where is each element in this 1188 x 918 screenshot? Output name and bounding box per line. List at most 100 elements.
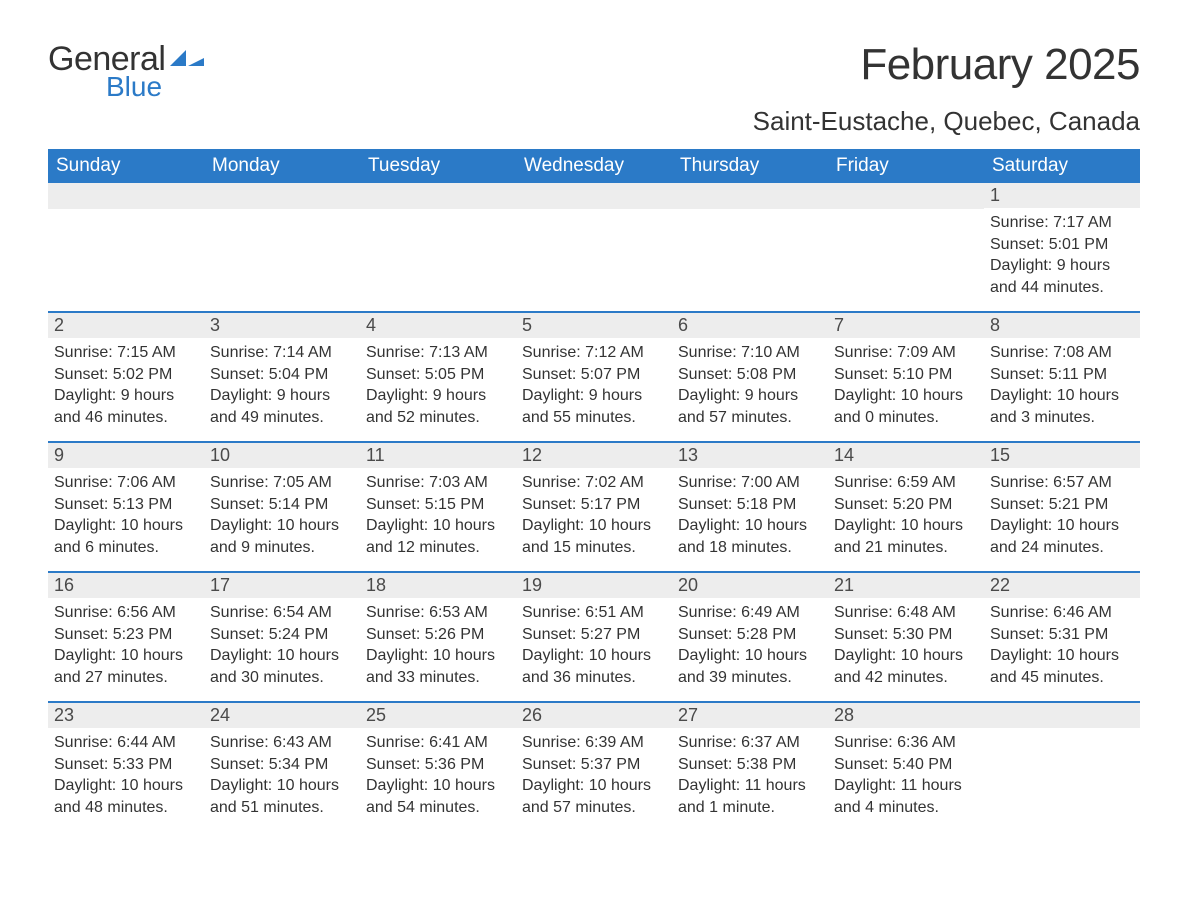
day-cell: 3Sunrise: 7:14 AMSunset: 5:04 PMDaylight…: [204, 313, 360, 441]
day-number: 24: [204, 703, 360, 728]
day-number: 28: [828, 703, 984, 728]
week-row: 16Sunrise: 6:56 AMSunset: 5:23 PMDayligh…: [48, 571, 1140, 701]
day-content: Sunrise: 7:17 AMSunset: 5:01 PMDaylight:…: [984, 208, 1140, 306]
day-content: Sunrise: 7:09 AMSunset: 5:10 PMDaylight:…: [828, 338, 984, 436]
day-content: Sunrise: 7:13 AMSunset: 5:05 PMDaylight:…: [360, 338, 516, 436]
blank-cell: [48, 183, 204, 311]
blank-daynum-bar: [516, 183, 672, 209]
sunset-line: Sunset: 5:13 PM: [54, 494, 198, 516]
day-number: 22: [984, 573, 1140, 598]
day-content: Sunrise: 7:08 AMSunset: 5:11 PMDaylight:…: [984, 338, 1140, 436]
weekday-header: Sunday: [48, 149, 204, 183]
day-number: 13: [672, 443, 828, 468]
blank-cell: [516, 183, 672, 311]
title-block: February 2025 Saint-Eustache, Quebec, Ca…: [753, 40, 1140, 143]
sunrise-line: Sunrise: 6:56 AM: [54, 602, 198, 624]
week-row: 23Sunrise: 6:44 AMSunset: 5:33 PMDayligh…: [48, 701, 1140, 831]
daylight-line: Daylight: 10 hours and 33 minutes.: [366, 645, 510, 688]
day-cell: 28Sunrise: 6:36 AMSunset: 5:40 PMDayligh…: [828, 703, 984, 831]
daylight-line: Daylight: 10 hours and 54 minutes.: [366, 775, 510, 818]
day-cell: 18Sunrise: 6:53 AMSunset: 5:26 PMDayligh…: [360, 573, 516, 701]
sunset-line: Sunset: 5:05 PM: [366, 364, 510, 386]
sunrise-line: Sunrise: 6:53 AM: [366, 602, 510, 624]
sunset-line: Sunset: 5:04 PM: [210, 364, 354, 386]
sunset-line: Sunset: 5:08 PM: [678, 364, 822, 386]
sunset-line: Sunset: 5:37 PM: [522, 754, 666, 776]
daylight-line: Daylight: 9 hours and 52 minutes.: [366, 385, 510, 428]
sunrise-line: Sunrise: 6:46 AM: [990, 602, 1134, 624]
daylight-line: Daylight: 9 hours and 57 minutes.: [678, 385, 822, 428]
sunset-line: Sunset: 5:07 PM: [522, 364, 666, 386]
day-cell: 27Sunrise: 6:37 AMSunset: 5:38 PMDayligh…: [672, 703, 828, 831]
day-number: 26: [516, 703, 672, 728]
day-number: 3: [204, 313, 360, 338]
day-cell: 21Sunrise: 6:48 AMSunset: 5:30 PMDayligh…: [828, 573, 984, 701]
day-cell: 12Sunrise: 7:02 AMSunset: 5:17 PMDayligh…: [516, 443, 672, 571]
daylight-line: Daylight: 10 hours and 51 minutes.: [210, 775, 354, 818]
daylight-line: Daylight: 9 hours and 46 minutes.: [54, 385, 198, 428]
day-cell: 1Sunrise: 7:17 AMSunset: 5:01 PMDaylight…: [984, 183, 1140, 311]
blank-cell: [360, 183, 516, 311]
sunset-line: Sunset: 5:26 PM: [366, 624, 510, 646]
day-content: Sunrise: 6:56 AMSunset: 5:23 PMDaylight:…: [48, 598, 204, 696]
sunset-line: Sunset: 5:30 PM: [834, 624, 978, 646]
sunrise-line: Sunrise: 6:41 AM: [366, 732, 510, 754]
sunset-line: Sunset: 5:15 PM: [366, 494, 510, 516]
day-cell: 24 Sunrise: 6:43 AMSunset: 5:34 PMDayligh…: [204, 703, 360, 831]
sunrise-line: Sunrise: 7:13 AM: [366, 342, 510, 364]
day-cell: 13Sunrise: 7:00 AMSunset: 5:18 PMDayligh…: [672, 443, 828, 571]
day-content: Sunrise: 7:14 AMSunset: 5:04 PMDaylight:…: [204, 338, 360, 436]
brand-flag-icon: [170, 46, 206, 75]
daylight-line: Daylight: 10 hours and 57 minutes.: [522, 775, 666, 818]
blank-cell: [204, 183, 360, 311]
week-row: 1Sunrise: 7:17 AMSunset: 5:01 PMDaylight…: [48, 183, 1140, 311]
day-number: 9: [48, 443, 204, 468]
day-number: 15: [984, 443, 1140, 468]
weekday-header: Saturday: [984, 149, 1140, 183]
day-number: 5: [516, 313, 672, 338]
blank-daynum-bar: [48, 183, 204, 209]
day-cell: 2Sunrise: 7:15 AMSunset: 5:02 PMDaylight…: [48, 313, 204, 441]
weekday-header: Thursday: [672, 149, 828, 183]
day-number: 7: [828, 313, 984, 338]
day-content: Sunrise: 7:10 AMSunset: 5:08 PMDaylight:…: [672, 338, 828, 436]
day-cell: 19Sunrise: 6:51 AMSunset: 5:27 PMDayligh…: [516, 573, 672, 701]
sunrise-line: Sunrise: 6:43 AM: [210, 732, 354, 754]
sunrise-line: Sunrise: 7:02 AM: [522, 472, 666, 494]
sunrise-line: Sunrise: 7:17 AM: [990, 212, 1134, 234]
day-cell: 25Sunrise: 6:41 AMSunset: 5:36 PMDayligh…: [360, 703, 516, 831]
calendar: Sunday Monday Tuesday Wednesday Thursday…: [48, 149, 1140, 831]
sunrise-line: Sunrise: 6:48 AM: [834, 602, 978, 624]
sunset-line: Sunset: 5:20 PM: [834, 494, 978, 516]
sunrise-line: Sunrise: 7:09 AM: [834, 342, 978, 364]
sunset-line: Sunset: 5:34 PM: [210, 754, 354, 776]
sunset-line: Sunset: 5:24 PM: [210, 624, 354, 646]
day-content: Sunrise: 6:59 AMSunset: 5:20 PMDaylight:…: [828, 468, 984, 566]
day-content: Sunrise: 7:03 AMSunset: 5:15 PMDaylight:…: [360, 468, 516, 566]
weekday-header: Tuesday: [360, 149, 516, 183]
day-number: 8: [984, 313, 1140, 338]
sunrise-line: Sunrise: 6:49 AM: [678, 602, 822, 624]
daylight-line: Daylight: 10 hours and 30 minutes.: [210, 645, 354, 688]
sunset-line: Sunset: 5:38 PM: [678, 754, 822, 776]
daylight-line: Daylight: 10 hours and 48 minutes.: [54, 775, 198, 818]
day-cell: 16Sunrise: 6:56 AMSunset: 5:23 PMDayligh…: [48, 573, 204, 701]
blank-cell: [828, 183, 984, 311]
day-cell: 7Sunrise: 7:09 AMSunset: 5:10 PMDaylight…: [828, 313, 984, 441]
daylight-line: Daylight: 10 hours and 39 minutes.: [678, 645, 822, 688]
sunset-line: Sunset: 5:17 PM: [522, 494, 666, 516]
sunrise-line: Sunrise: 7:12 AM: [522, 342, 666, 364]
blank-daynum-bar: [360, 183, 516, 209]
day-cell: 8Sunrise: 7:08 AMSunset: 5:11 PMDaylight…: [984, 313, 1140, 441]
week-row: 9Sunrise: 7:06 AMSunset: 5:13 PMDaylight…: [48, 441, 1140, 571]
day-cell: 22Sunrise: 6:46 AMSunset: 5:31 PMDayligh…: [984, 573, 1140, 701]
sunrise-line: Sunrise: 7:00 AM: [678, 472, 822, 494]
sunset-line: Sunset: 5:28 PM: [678, 624, 822, 646]
day-content: Sunrise: 6:51 AMSunset: 5:27 PMDaylight:…: [516, 598, 672, 696]
day-content: Sunrise: 6:49 AMSunset: 5:28 PMDaylight:…: [672, 598, 828, 696]
day-content: Sunrise: 6:57 AMSunset: 5:21 PMDaylight:…: [984, 468, 1140, 566]
blank-daynum-bar: [204, 183, 360, 209]
day-content: Sunrise: 6:48 AMSunset: 5:30 PMDaylight:…: [828, 598, 984, 696]
day-cell: 4Sunrise: 7:13 AMSunset: 5:05 PMDaylight…: [360, 313, 516, 441]
day-cell: 5Sunrise: 7:12 AMSunset: 5:07 PMDaylight…: [516, 313, 672, 441]
